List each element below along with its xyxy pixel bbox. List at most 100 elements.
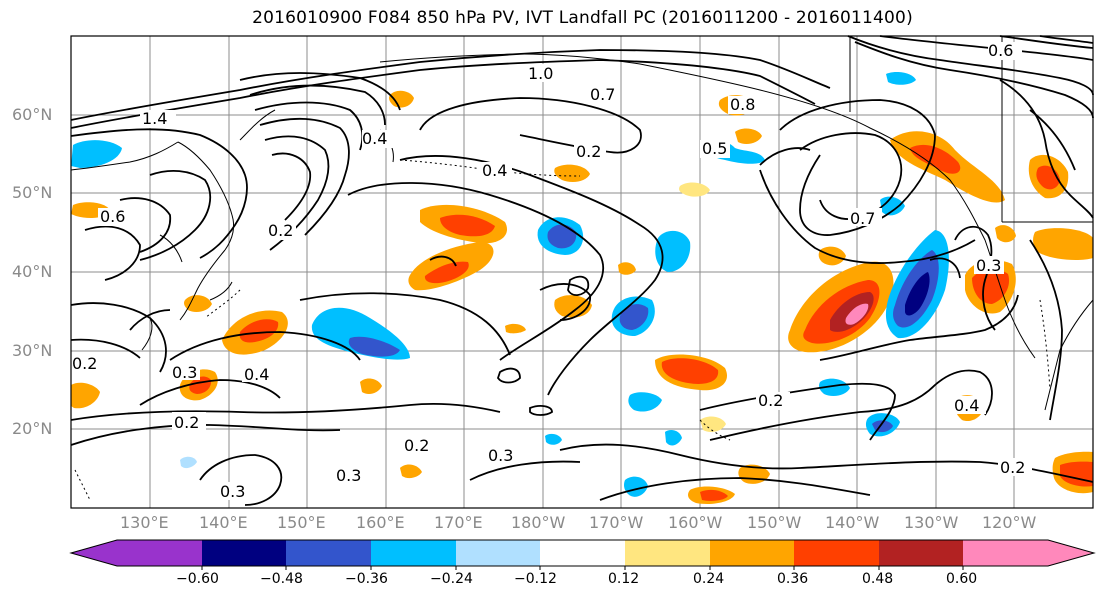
shade-positive [735,128,762,144]
lon-label: 160°E [356,513,405,532]
lat-label: 20°N [12,419,53,438]
colorbar-tick-label: 0.12 [608,571,640,587]
colorbar-tick-label: −0.12 [514,571,557,587]
shade-positive [71,382,100,409]
colorbar-segment [963,540,1048,566]
contour-label: 0.6 [100,207,125,226]
contour-label: 0.2 [174,413,199,432]
lat-label: 30°N [12,341,53,360]
colorbar-segment [710,540,794,566]
colorbar-segment [117,540,202,566]
shade-positive [845,303,869,325]
shade-positive [700,489,728,501]
contour-label: 0.4 [362,129,387,148]
shade-positive [389,90,414,108]
contour-label: 0.2 [404,436,429,455]
map-border [70,35,1094,509]
lon-label: 140°W [825,513,880,532]
shade-positive [505,323,526,334]
contour-label: 0.6 [988,41,1013,60]
lon-label: 170°E [434,513,483,532]
shade-positive [360,378,382,394]
contour-label: 0.8 [730,95,755,114]
shade-positive [910,144,961,174]
shade-negative [624,476,648,497]
shade-positive [554,164,590,182]
lon-label: 160°W [668,513,723,532]
shade-negative [180,456,197,469]
contour-label: 0.2 [1000,458,1025,477]
colorbar-tick-label: −0.60 [176,571,219,587]
shade-positive [1033,228,1093,260]
lon-label: 120°W [982,513,1037,532]
contour-label: 0.2 [268,221,293,240]
contour-label: 0.7 [590,85,615,104]
shade-negative [545,433,562,445]
shade-negative [655,230,691,272]
colorbar-tick-label: 0.48 [862,571,894,587]
lat-label: 60°N [12,105,53,124]
colorbar-tick-label: −0.48 [260,571,303,587]
shade-positive [440,214,495,237]
contour-label: 0.2 [758,391,783,410]
contour-label: 0.3 [976,256,1001,275]
colorbar-extend-low [71,540,117,566]
shade-positive [618,262,636,275]
colorbar-segment [625,540,710,566]
shade-negative [905,272,930,316]
lon-label: 170°W [589,513,644,532]
lon-label: 180°W [511,513,566,532]
contour-label: 0.7 [850,209,875,228]
shade-positive [184,295,212,312]
shade-negative [71,140,122,168]
contour-label: 0.5 [702,139,727,158]
shaded-anomalies [71,72,1093,504]
colorbar [69,539,1096,570]
shade-negative [819,378,850,396]
shade-negative [886,72,916,85]
shade-negative [348,336,400,357]
lon-label: 150°W [747,513,802,532]
colorbar-segment [456,540,540,566]
shade-negative [880,196,905,216]
shade-positive [972,269,1010,304]
colorbar-segment [879,540,963,566]
lon-label: 130°W [904,513,959,532]
colorbar-segment [540,540,625,566]
pv-contours [70,35,1094,506]
contour-label: 0.2 [72,354,97,373]
shade-positive [239,319,279,343]
contour-label: 0.3 [488,446,513,465]
contour-label: 0.3 [172,363,197,382]
shade-negative [665,430,682,446]
shade-positive [679,182,710,197]
contour-label: 0.4 [954,396,979,415]
colorbar-segment [794,540,879,566]
shade-positive [424,261,469,284]
shade-negative [547,224,577,249]
contour-label: 1.4 [142,109,167,128]
contour-label: 1.0 [528,64,553,83]
colorbar-segment [286,540,371,566]
lon-label: 130°E [120,513,169,532]
shade-negative [619,304,649,330]
colorbar-tick-label: −0.24 [430,571,473,587]
shade-positive [661,358,719,384]
contour-label: 0.4 [482,161,507,180]
colorbar-segment [202,540,286,566]
shade-positive [400,464,422,479]
shade-positive [700,416,726,432]
shade-negative [628,392,662,412]
contour-label: 0.2 [576,142,601,161]
colorbar-tick-label: 0.24 [693,571,725,587]
lon-label: 140°E [199,513,248,532]
colorbar-segment [371,540,456,566]
contour-label: 0.3 [336,466,361,485]
lat-label: 40°N [12,262,53,281]
shade-positive [995,225,1016,243]
lat-label: 50°N [12,183,53,202]
lon-label: 150°E [277,513,326,532]
contour-label: 0.4 [244,365,269,384]
map-title: 2016010900 F084 850 hPa PV, IVT Landfall… [252,8,913,28]
